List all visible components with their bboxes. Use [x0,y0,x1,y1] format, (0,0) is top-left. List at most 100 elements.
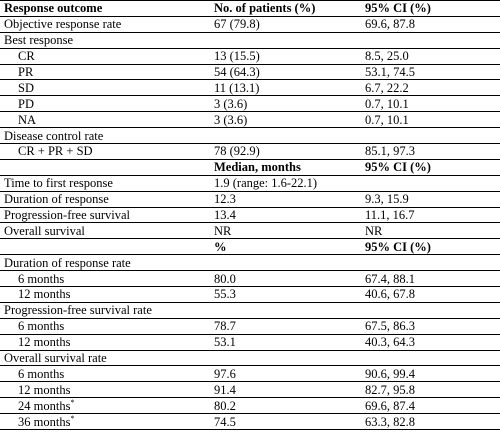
row-label: Overall survival [0,222,210,239]
row-label: CR [0,47,210,65]
table-row: 12 months 91.4 82.7, 95.8 [0,381,500,398]
row-label: SD [0,79,210,96]
table-row: 6 months 80.0 67.4, 88.1 [0,270,500,287]
row-value: 91.4 [210,381,361,398]
table-row: 6 months 78.7 67.5, 86.3 [0,317,500,335]
subheader-ci: 95% CI (%) [361,158,500,176]
row-label: Objective response rate [0,15,210,33]
row-label: 12 months [0,286,210,303]
table-row: PR 54 (64.3) 53.1, 74.5 [0,63,500,80]
row-ci: 6.7, 22.2 [361,79,500,96]
row-value: 11 (13.1) [210,79,361,96]
row-ci: 53.1, 74.5 [361,63,500,80]
section-row-disease-control: Disease control rate [0,127,500,144]
section-label: Duration of response rate [0,254,210,271]
table-row: SD 11 (13.1) 6.7, 22.2 [0,79,500,96]
row-label: CR + PR + SD [0,143,210,160]
row-label: PD [0,95,210,112]
row-value: 13 (15.5) [210,47,361,65]
table-row: 36 months* 74.5 63.3, 82.8 [0,413,500,431]
row-value: 13.4 [210,206,361,223]
header-ci: 95% CI (%) [361,0,500,17]
row-label-text: 24 months [18,398,71,413]
row-value: 74.5 [210,413,361,431]
section-label: Best response [0,31,210,49]
row-ci: 40.6, 67.8 [361,286,500,303]
row-ci: 82.7, 95.8 [361,381,500,398]
table-row: PD 3 (3.6) 0.7, 10.1 [0,95,500,112]
row-label: 12 months [0,381,210,398]
section-row-os: Overall survival rate [0,349,500,366]
footnote-mark: * [70,397,75,407]
row-value: 78.7 [210,317,361,335]
row-value: 54 (64.3) [210,63,361,80]
row-value: NR [210,222,361,239]
row-value: 3 (3.6) [210,111,361,128]
row-label: PR [0,63,210,80]
section-row-best-response: Best response [0,31,500,49]
subheader-row-median: Median, months 95% CI (%) [0,158,500,176]
row-label: Progression-free survival [0,206,210,223]
row-ci: 9.3, 15.9 [361,190,500,208]
row-ci: 69.6, 87.4 [361,397,500,414]
subheader-ci: 95% CI (%) [361,238,500,255]
table-row: 24 months* 80.2 69.6, 87.4 [0,397,500,414]
row-value: 78 (92.9) [210,143,361,160]
row-value: 80.0 [210,270,361,287]
row-label: 24 months* [0,397,210,414]
table-row: Duration of response 12.3 9.3, 15.9 [0,190,500,208]
row-ci: 90.6, 99.4 [361,365,500,382]
footnote-mark: * [70,413,75,423]
table-row: Time to first response 1.9 (range: 1.6-2… [0,174,500,192]
header-response-outcome: Response outcome [0,0,210,17]
row-label: 6 months [0,270,210,287]
row-label: 36 months* [0,413,210,431]
row-ci: 63.3, 82.8 [361,413,500,431]
table-row: 12 months 53.1 40.3, 64.3 [0,333,500,351]
table-row: 6 months 97.6 90.6, 99.4 [0,365,500,382]
table-row: CR + PR + SD 78 (92.9) 85.1, 97.3 [0,143,500,160]
subheader-percent: % [210,238,361,255]
row-value: 55.3 [210,286,361,303]
row-ci: 0.7, 10.1 [361,95,500,112]
row-ci: 0.7, 10.1 [361,111,500,128]
row-label: 6 months [0,317,210,335]
row-label: Time to first response [0,174,210,192]
section-row-dor: Duration of response rate [0,254,500,271]
row-label-text: 36 months [18,414,71,429]
table-row: 12 months 55.3 40.6, 67.8 [0,286,500,303]
row-label: NA [0,111,210,128]
table-header-row: Response outcome No. of patients (%) 95%… [0,0,500,17]
row-value: 97.6 [210,365,361,382]
table-row: Objective response rate 67 (79.8) 69.6, … [0,15,500,33]
row-label: 12 months [0,333,210,351]
row-value: 80.2 [210,397,361,414]
section-label: Progression-free survival rate [0,301,210,319]
row-ci: NR [361,222,500,239]
table-row: Overall survival NR NR [0,222,500,239]
row-value: 67 (79.8) [210,15,361,33]
section-row-pfs: Progression-free survival rate [0,301,500,319]
subheader-median-months: Median, months [210,158,361,176]
row-ci: 85.1, 97.3 [361,143,500,160]
row-value: 12.3 [210,190,361,208]
row-ci: 67.4, 88.1 [361,270,500,287]
row-ci: 11.1, 16.7 [361,206,500,223]
row-ci: 40.3, 64.3 [361,333,500,351]
row-ci: 69.6, 87.8 [361,15,500,33]
row-label: Duration of response [0,190,210,208]
header-no-of-patients: No. of patients (%) [210,0,361,17]
row-ci: 8.5, 25.0 [361,47,500,65]
row-ci: 67.5, 86.3 [361,317,500,335]
row-value: 1.9 (range: 1.6-22.1) [210,174,361,192]
table-row: NA 3 (3.6) 0.7, 10.1 [0,111,500,128]
subheader-row-percent: % 95% CI (%) [0,238,500,255]
row-value: 53.1 [210,333,361,351]
row-label: 6 months [0,365,210,382]
table-row: Progression-free survival 13.4 11.1, 16.… [0,206,500,223]
row-ci [361,174,500,192]
row-value: 3 (3.6) [210,95,361,112]
section-label: Disease control rate [0,127,210,144]
table-row: CR 13 (15.5) 8.5, 25.0 [0,47,500,65]
